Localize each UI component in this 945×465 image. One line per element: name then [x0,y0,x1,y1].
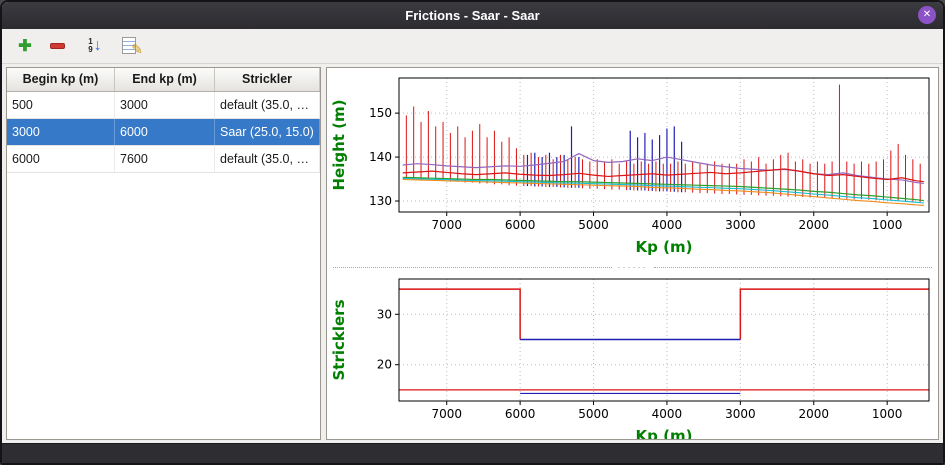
table-cell[interactable]: 3000 [115,92,215,118]
stricklers-chart: 7000 6000 5000 4000 3000 2000 1000 20 30 Kp (m) St… [329,271,936,440]
edit-button[interactable]: ✎ [117,32,145,60]
charts-panel: 7000 6000 5000 4000 3000 2000 1000 130 140 150 Kp … [326,67,939,440]
pencil-icon: ✎ [131,41,143,57]
height-profile-chart: 7000 6000 5000 4000 3000 2000 1000 130 140 150 Kp … [329,70,936,263]
table-header: Begin kp (m) End kp (m) Strickler [7,68,320,92]
svg-text:7000: 7000 [431,407,462,421]
column-header-begin-kp[interactable]: Begin kp (m) [7,68,115,91]
svg-text:30: 30 [377,307,392,321]
svg-text:3000: 3000 [725,218,756,232]
sort-button[interactable]: 1 9 ↓ [81,32,109,60]
svg-text:Height (m): Height (m) [330,99,348,190]
splitter-handle[interactable]: ······ [329,262,936,272]
svg-text:4000: 4000 [652,218,683,232]
frictions-table: Begin kp (m) End kp (m) Strickler 500 300… [6,67,321,440]
table-row[interactable]: 500 3000 default (35.0, … [7,92,320,119]
table-cell[interactable]: default (35.0, … [215,146,320,172]
svg-text:Kp (m): Kp (m) [636,427,693,440]
table-row[interactable]: 6000 7600 default (35.0, … [7,146,320,173]
main-area: Begin kp (m) End kp (m) Strickler 500 300… [2,64,943,443]
close-icon: ✕ [922,9,932,20]
table-body: 500 3000 default (35.0, … 3000 6000 Saar (25.… [7,92,320,439]
svg-text:1000: 1000 [872,407,903,421]
add-row-button[interactable]: ✚ [11,32,39,60]
table-cell[interactable]: 6000 [115,119,215,145]
minus-icon [49,43,65,49]
remove-row-button[interactable] [43,32,71,60]
table-cell[interactable]: 500 [7,92,115,118]
table-row[interactable]: 3000 6000 Saar (25.0, 15.0) [7,119,320,146]
table-cell[interactable]: 3000 [7,119,115,145]
svg-text:5000: 5000 [578,407,609,421]
status-bar [2,443,943,463]
title-bar[interactable]: Frictions - Saar - Saar ✕ [2,2,943,29]
down-arrow-icon: ↓ [93,37,102,54]
svg-text:140: 140 [369,150,392,164]
sort-numeric-icon: 1 9 ↓ [88,37,102,54]
svg-text:7000: 7000 [431,218,462,232]
svg-text:1000: 1000 [872,218,903,232]
edit-icon: ✎ [121,36,143,57]
svg-text:20: 20 [377,358,392,372]
table-cell[interactable]: default (35.0, … [215,92,320,118]
column-header-strickler[interactable]: Strickler [215,68,320,91]
table-cell[interactable]: 7600 [115,146,215,172]
close-button[interactable]: ✕ [918,6,936,24]
plus-icon: ✚ [18,38,32,55]
sheet-icon [122,37,136,54]
svg-text:150: 150 [369,106,392,120]
svg-text:4000: 4000 [652,407,683,421]
table-cell[interactable]: Saar (25.0, 15.0) [215,119,320,145]
svg-text:6000: 6000 [505,218,536,232]
table-cell[interactable]: 6000 [7,146,115,172]
svg-text:Stricklers: Stricklers [330,299,348,380]
svg-text:130: 130 [369,194,392,208]
svg-text:6000: 6000 [505,407,536,421]
toolbar: ✚ 1 9 ↓ ✎ [2,29,943,64]
column-header-end-kp[interactable]: End kp (m) [115,68,215,91]
window-title: Frictions - Saar - Saar [405,8,540,23]
splitter-dots-icon: ······ [617,262,648,272]
svg-text:Kp (m): Kp (m) [636,238,693,256]
svg-text:2000: 2000 [798,407,829,421]
svg-text:3000: 3000 [725,407,756,421]
svg-text:2000: 2000 [798,218,829,232]
svg-text:5000: 5000 [578,218,609,232]
